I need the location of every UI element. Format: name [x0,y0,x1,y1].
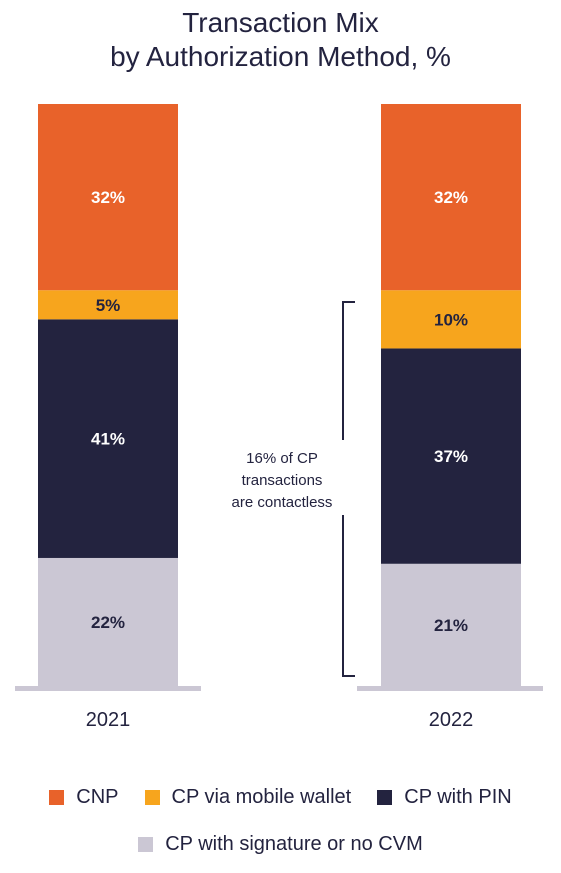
legend-swatch-cnp [49,790,65,805]
chart-title-line-2: by Authorization Method, % [110,41,451,72]
legend-item-signature: CP with signature or no CVM [138,833,423,856]
data-label-2021-cp-via-mobile-wallet: 5% [96,296,121,315]
bar-2021-cnp [38,104,178,291]
legend-item-pin: CP with PIN [377,786,512,809]
category-label-2022: 2022 [429,709,474,731]
legend-swatch-pin [377,790,393,805]
legend-item-mobile-wallet: CP via mobile wallet [144,786,352,809]
legend-swatch-signature [138,837,154,852]
bar-2022-cp-with-pin [381,348,521,564]
annotation-line-1: 16% of CP [246,450,318,467]
bar-2022-cp-via-mobile-wallet [381,290,521,349]
data-label-2021-cp-with-pin: 41% [91,430,125,449]
annotation-bracket-bottom [342,515,355,677]
legend-label-cnp: CNP [76,786,119,808]
bar-2021-cp-with-pin [38,319,178,558]
legend-label-signature: CP with signature or no CVM [165,833,423,855]
bar-2021-cp-with-signature-or-no-cvm [38,557,178,686]
legend-swatch-mobile-wallet [144,790,160,805]
data-label-2022-cp-with-pin: 37% [434,447,468,466]
legend-item-cnp: CNP [49,786,119,809]
annotation-line-2: transactions [242,472,323,489]
legend-row-2: CP with signature or no CVM [0,833,561,856]
bar-2021-cp-via-mobile-wallet [38,290,178,320]
bar-2022-cp-with-signature-or-no-cvm [381,563,521,686]
data-label-2022-cp-with-signature-or-no-cvm: 21% [434,616,468,635]
data-label-2021-cnp: 32% [91,188,125,207]
chart-title-line-1: Transaction Mix [182,7,379,38]
baseline-2022 [357,686,543,691]
annotation-line-3: are contactless [232,494,333,511]
legend-row-1: CNP CP via mobile wallet CP with PIN [0,786,561,809]
data-label-2022-cnp: 32% [434,188,468,207]
baseline-2021 [15,686,201,691]
legend-label-mobile-wallet: CP via mobile wallet [171,786,352,808]
chart-title: Transaction Mix by Authorization Method,… [0,6,561,74]
category-label-2021: 2021 [86,709,131,731]
data-label-2022-cp-via-mobile-wallet: 10% [434,310,468,329]
bar-2022-cnp [381,104,521,291]
data-label-2021-cp-with-signature-or-no-cvm: 22% [91,613,125,632]
annotation-bracket-top [342,301,355,440]
legend-label-pin: CP with PIN [404,786,512,808]
